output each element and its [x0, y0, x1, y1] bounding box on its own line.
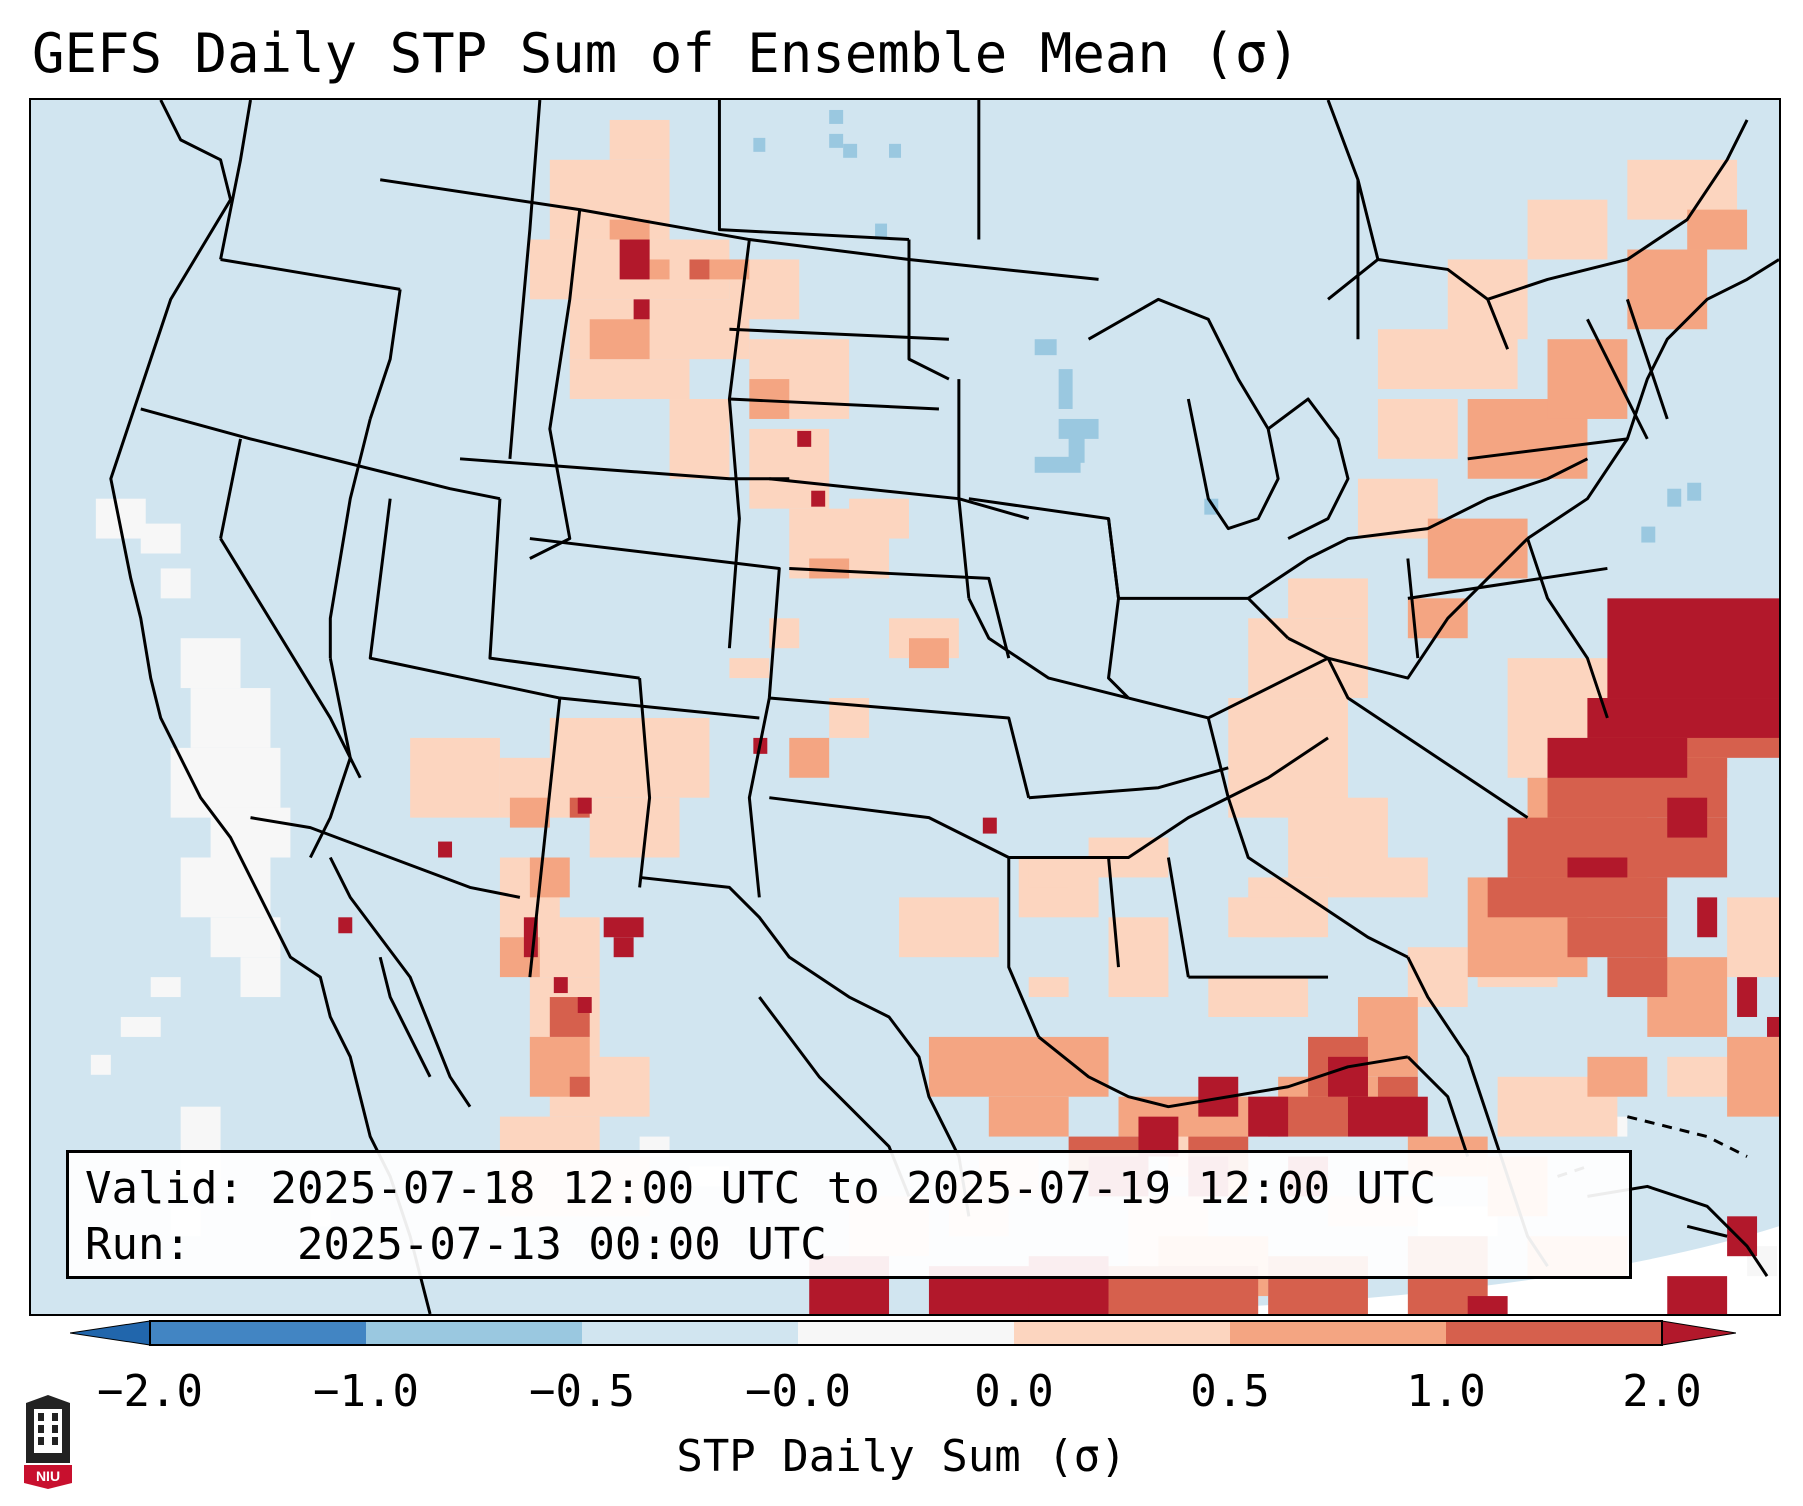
colorbar — [70, 1318, 1736, 1348]
valid-value: 2025-07-18 12:00 UTC to 2025-07-19 12:00… — [270, 1163, 1437, 1214]
cbar-tick-label: 0.0 — [974, 1366, 1054, 1417]
colorbar-seg-3 — [582, 1321, 798, 1345]
projection-domain — [31, 100, 1779, 1314]
map-borders — [109, 100, 1779, 1314]
colorbar-extend-high — [1661, 1320, 1736, 1346]
cbar-tick-label: −2.0 — [97, 1366, 203, 1417]
colorbar-extend-low — [70, 1320, 151, 1346]
logo-text: NIU — [36, 1468, 60, 1484]
run-label: Run: — [85, 1219, 191, 1270]
colorbar-seg-7 — [1446, 1321, 1662, 1345]
colorbar-seg-4 — [798, 1321, 1014, 1345]
colorbar-outline — [149, 1320, 1663, 1346]
colorbar-seg-5 — [1014, 1321, 1230, 1345]
colorbar-title: STP Daily Sum (σ) — [676, 1431, 1127, 1482]
cbar-tick-label: −1.0 — [313, 1366, 419, 1417]
cbar-tick-label: −0.0 — [745, 1366, 851, 1417]
cbar-tick-label: 1.0 — [1406, 1366, 1486, 1417]
niu-logo-icon: NIU — [24, 1395, 72, 1489]
map-panel — [29, 98, 1781, 1316]
valid-label: Valid: — [85, 1163, 244, 1214]
run-value: 2025-07-13 00:00 UTC — [296, 1219, 827, 1270]
chart-title: GEFS Daily STP Sum of Ensemble Mean (σ) — [32, 22, 1300, 85]
map-svg — [31, 100, 1779, 1314]
valid-row: Valid: 2025-07-18 12:00 UTC to 2025-07-1… — [85, 1161, 1629, 1217]
colorbar-seg-2 — [366, 1321, 582, 1345]
negative-cells — [753, 109, 1702, 543]
neutral-cells — [90, 498, 1778, 1277]
run-row: Run: 2025-07-13 00:00 UTC — [85, 1217, 1629, 1273]
cbar-tick-label: 2.0 — [1622, 1366, 1702, 1417]
colorbar-svg — [70, 1320, 1736, 1346]
cbar-tick-label: 0.5 — [1190, 1366, 1270, 1417]
valid-info-box: Valid: 2025-07-18 12:00 UTC to 2025-07-1… — [66, 1150, 1632, 1279]
cbar-tick-label: −0.5 — [529, 1366, 635, 1417]
colorbar-seg-6 — [1230, 1321, 1446, 1345]
colorbar-seg-1 — [150, 1321, 366, 1345]
